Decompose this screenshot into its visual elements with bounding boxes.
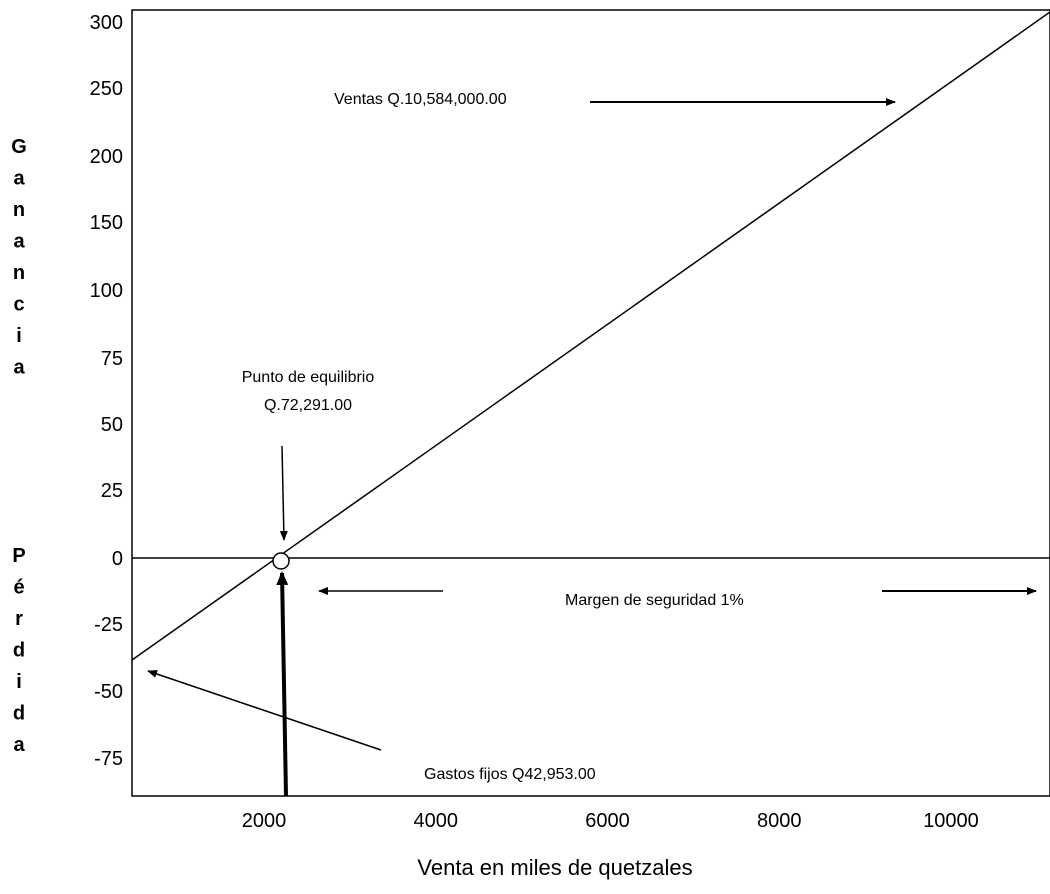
break-even-vertical-arrow bbox=[276, 571, 289, 797]
y-label-letter: G bbox=[11, 136, 27, 158]
y-label-letter: d bbox=[13, 640, 25, 662]
y-label-letter: n bbox=[13, 262, 25, 284]
y-label-letter: r bbox=[15, 608, 23, 630]
y-tick-label: 150 bbox=[90, 212, 123, 234]
y-label-letter: a bbox=[13, 357, 25, 379]
y-label-letter: d bbox=[13, 703, 25, 725]
sales-line bbox=[131, 11, 1050, 661]
y-label-letter: a bbox=[13, 734, 25, 756]
y-label-letter: n bbox=[13, 199, 25, 221]
margen-seguridad-annotation: Margen de seguridad 1% bbox=[565, 592, 744, 609]
y-tick-label: 300 bbox=[90, 12, 123, 34]
punto-equilibrio-label: Punto de equilibrio bbox=[242, 369, 375, 386]
y-label-letter: c bbox=[13, 294, 24, 316]
x-axis-label: Venta en miles de quetzales bbox=[417, 855, 692, 880]
y-label-letter: a bbox=[13, 168, 25, 190]
ventas-annotation: Ventas Q.10,584,000.00 bbox=[334, 91, 507, 108]
y-tick-label: 75 bbox=[101, 348, 123, 370]
plot-area-frame bbox=[131, 9, 1050, 797]
y-tick-label: 100 bbox=[90, 280, 123, 302]
y-label-letter: i bbox=[16, 671, 22, 693]
y-tick-label: -25 bbox=[94, 614, 123, 636]
y-tick-label: -50 bbox=[94, 681, 123, 703]
y-label-letter: P bbox=[12, 545, 25, 567]
gastos-fijos-arrow bbox=[147, 670, 382, 751]
y-tick-label: -75 bbox=[94, 748, 123, 770]
y-tick-label: 200 bbox=[90, 146, 123, 168]
x-tick-label: 4000 bbox=[414, 810, 459, 832]
y-tick-label: 50 bbox=[101, 414, 123, 436]
y-label-letter: a bbox=[13, 231, 25, 253]
y-tick-label: 0 bbox=[112, 548, 123, 570]
y-tick-label: 25 bbox=[101, 480, 123, 502]
y-label-letter: é bbox=[13, 577, 24, 599]
punto-equilibrio-arrow bbox=[279, 445, 288, 541]
break-even-point bbox=[272, 552, 290, 570]
y-label-letter: i bbox=[16, 325, 22, 347]
x-tick-label: 8000 bbox=[757, 810, 802, 832]
x-tick-label: 10000 bbox=[923, 810, 979, 832]
gastos-fijos-annotation: Gastos fijos Q42,953.00 bbox=[424, 766, 596, 783]
x-tick-label: 6000 bbox=[585, 810, 630, 832]
x-axis-ticks: 2000 4000 6000 8000 10000 bbox=[242, 810, 979, 832]
punto-equilibrio-value: Q.72,291.00 bbox=[264, 397, 352, 414]
x-tick-label: 2000 bbox=[242, 810, 287, 832]
y-tick-label: 250 bbox=[90, 78, 123, 100]
